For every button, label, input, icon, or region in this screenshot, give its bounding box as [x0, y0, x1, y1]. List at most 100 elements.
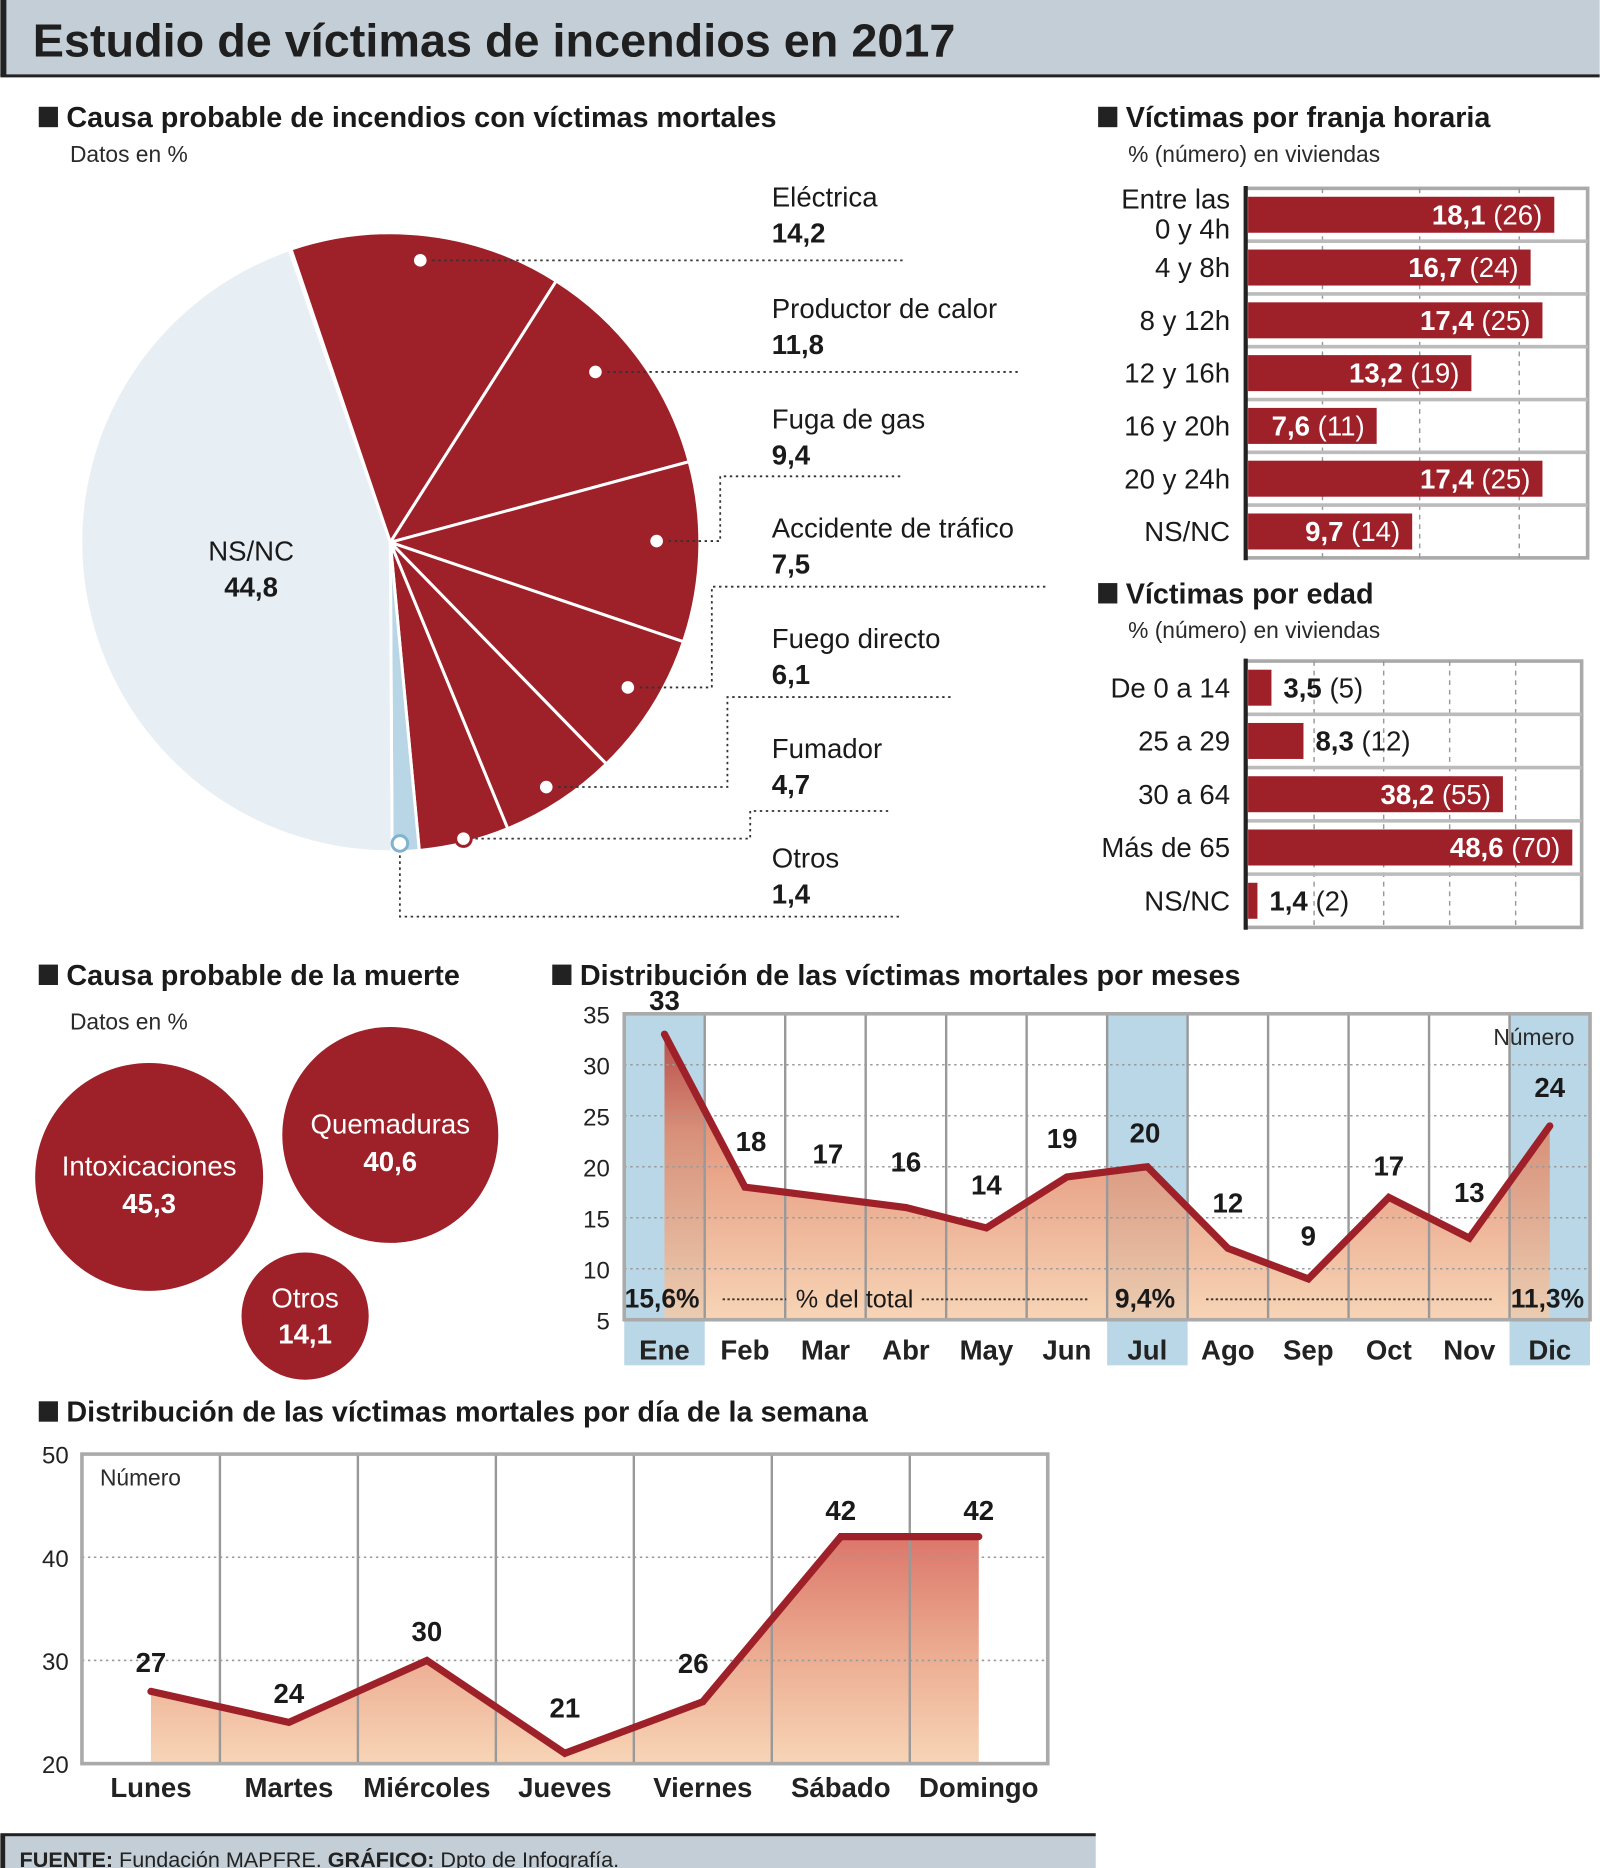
bar-value-label: 38,2 (55) — [1381, 779, 1491, 810]
data-label: 19 — [1047, 1123, 1078, 1154]
data-label: 42 — [825, 1495, 856, 1526]
bar-spacer — [1322, 672, 1330, 703]
bar-percent: 38,2 — [1381, 779, 1435, 810]
pie-slice — [289, 231, 559, 546]
slice-label: Accidente de tráfico — [772, 512, 1014, 543]
unit-label: Número — [100, 1464, 181, 1490]
title-bar: Estudio de víctimas de incendios en 2017 — [0, 0, 1600, 78]
section-subtitle: % (número) en viviendas — [1128, 617, 1380, 643]
section-semana: Distribución de las víctimas mortales po… — [38, 1397, 1050, 1803]
x-category-label: Nov — [1443, 1334, 1496, 1365]
section-heading: Causa probable de la muerte — [66, 960, 459, 992]
bar-spacer — [1504, 832, 1512, 863]
data-label: 17 — [1373, 1151, 1404, 1182]
data-label: 18 — [736, 1126, 767, 1157]
bar-spacer — [1310, 411, 1318, 442]
y-tick-label: 35 — [583, 1002, 610, 1029]
pie-slice — [79, 247, 394, 854]
bar-percent: 13,2 — [1349, 358, 1403, 389]
section-heading: Víctimas por edad — [1126, 578, 1374, 610]
slice-marker-icon — [410, 251, 430, 270]
bar-percent: 16,7 — [1408, 252, 1462, 283]
data-label: 13 — [1454, 1177, 1485, 1208]
bar-value-label: 16,7 (24) — [1408, 252, 1518, 283]
bar — [1248, 355, 1472, 392]
data-label: 27 — [136, 1647, 167, 1678]
bar-category-label: 25 a 29 — [1138, 726, 1230, 757]
slice-marker-icon — [647, 531, 666, 551]
bar-percent: 48,6 — [1450, 832, 1504, 863]
x-category-label: Sep — [1283, 1334, 1334, 1365]
bar-value-label: 3,5 (5) — [1283, 672, 1363, 703]
bar-value-label: 13,2 (19) — [1349, 358, 1459, 389]
bar-category-label: 20 y 24h — [1124, 463, 1230, 494]
bar-count: (24) — [1470, 252, 1519, 283]
slice-label: Eléctrica — [772, 181, 878, 212]
bubble-intoxicaciones: Intoxicaciones 45,3 — [35, 1062, 264, 1291]
bar-value-label: 17,4 (25) — [1420, 305, 1530, 336]
section-edad: Víctimas por edad % (número) en vivienda… — [1098, 578, 1584, 930]
bar-spacer — [1474, 463, 1482, 494]
y-tick-label: 20 — [42, 1752, 69, 1779]
bubble-label: Otros — [271, 1283, 338, 1314]
slice-marker-icon — [586, 362, 605, 382]
bar-category-label: Entre las — [1121, 184, 1230, 215]
bar-spacer — [1462, 252, 1470, 283]
graphic-label: GRÁFICO: — [328, 1847, 435, 1868]
bar — [1248, 882, 1258, 919]
data-label: 9 — [1301, 1220, 1316, 1251]
bar-count: (2) — [1315, 885, 1349, 916]
bar-value-label: 1,4 (2) — [1269, 885, 1349, 916]
slice-label: Fuego directo — [772, 623, 941, 654]
bar-count: (14) — [1351, 516, 1400, 547]
x-category-label: Domingo — [919, 1772, 1038, 1803]
y-tick-label: 10 — [583, 1257, 610, 1284]
data-label: 24 — [1534, 1072, 1565, 1103]
bar-spacer — [1354, 726, 1362, 757]
bar-category-label: NS/NC — [1144, 516, 1230, 547]
leader-line — [463, 810, 891, 840]
heading-square-icon — [38, 106, 58, 128]
x-category-label: Feb — [720, 1334, 769, 1365]
bar-category-label: Más de 65 — [1101, 832, 1230, 863]
heading-square-icon — [38, 964, 58, 985]
bar — [1248, 776, 1503, 813]
section-heading: Víctimas por franja horaria — [1126, 102, 1492, 134]
y-tick-label: 20 — [583, 1155, 610, 1182]
slice-label: Otros — [772, 842, 839, 873]
section-franja-horaria: Víctimas por franja horaria % (número) e… — [1098, 102, 1590, 561]
bar-category-label: 30 a 64 — [1138, 779, 1230, 810]
footer: FUENTE: Fundación MAPFRE. GRÁFICO: Dpto … — [0, 1833, 1096, 1868]
data-label: 14 — [971, 1169, 1002, 1200]
x-category-label: Jueves — [518, 1772, 612, 1803]
bubble-otros: Otros 14,1 — [241, 1252, 369, 1380]
bar-percent: 1,4 — [1269, 885, 1308, 916]
x-category-label: Martes — [244, 1772, 333, 1803]
bar — [1248, 302, 1543, 339]
data-label: 24 — [274, 1678, 305, 1709]
data-label: 42 — [963, 1495, 994, 1526]
y-tick-label: 25 — [583, 1104, 610, 1131]
bar-value-label: 8,3 (12) — [1315, 726, 1410, 757]
leader-line — [546, 696, 952, 788]
slice-marker-icon — [390, 834, 410, 853]
slice-label: Fuga de gas — [772, 403, 925, 434]
pie-slice — [385, 459, 702, 644]
bar-value-label: 48,6 (70) — [1450, 832, 1560, 863]
data-label: 33 — [649, 985, 680, 1016]
unit-label: Número — [1493, 1024, 1574, 1050]
edad-bar-chart: De 0 a 14 3,5 (5) 25 a 29 8,3 (12) 30 a 64 38… — [1101, 658, 1584, 930]
section-causa-incendio: Causa probable de incendios con víctimas… — [38, 102, 1047, 918]
slice-label: Productor de calor — [772, 293, 997, 324]
y-tick-label: 40 — [42, 1546, 69, 1573]
title-bar-accent — [0, 0, 7, 76]
bar-category-label: NS/NC — [1144, 885, 1230, 916]
data-line — [660, 1030, 1554, 1284]
y-tick-label: 15 — [583, 1206, 610, 1233]
bubble-value: 14,1 — [278, 1319, 332, 1350]
bar-category-label: 8 y 12h — [1140, 305, 1230, 336]
graphic-value: Dpto de Infografía. — [434, 1847, 619, 1868]
bar-count: (55) — [1442, 779, 1491, 810]
percent-caption: % del total — [796, 1286, 914, 1314]
